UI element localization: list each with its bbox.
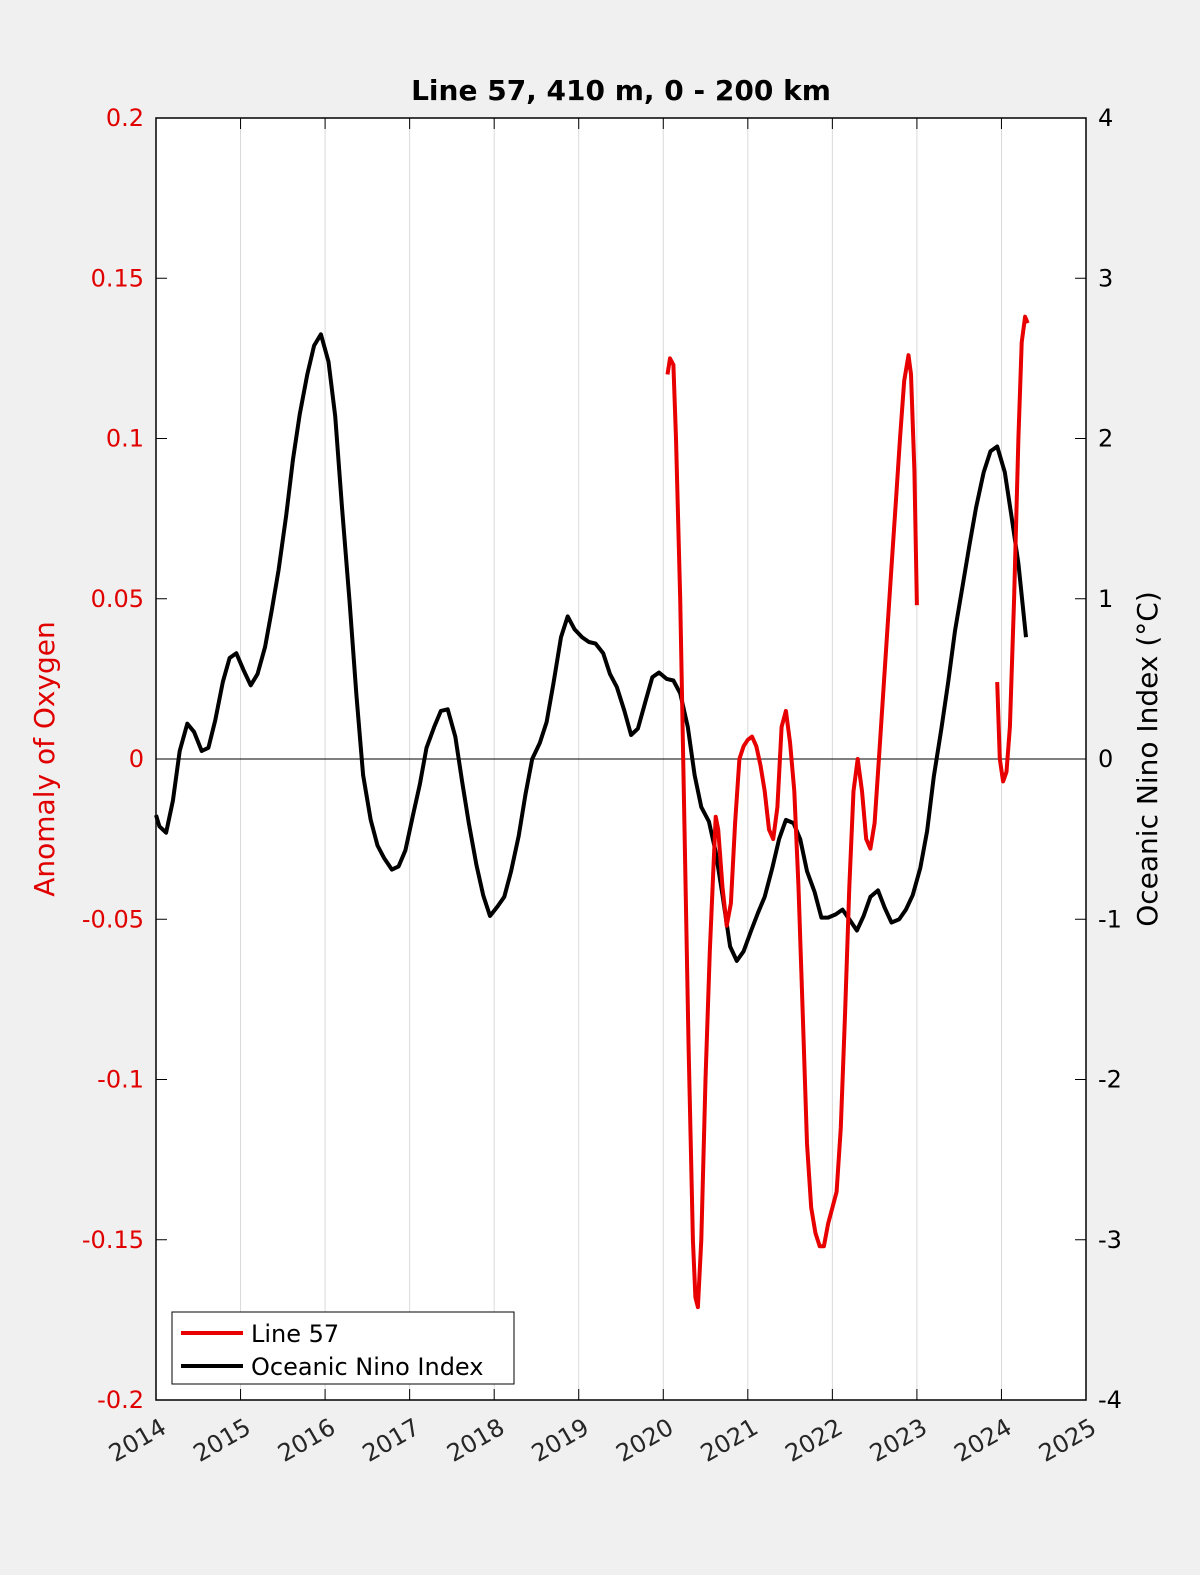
right-y-tick-label: 0 bbox=[1098, 745, 1113, 773]
x-tick-label: 2021 bbox=[696, 1413, 763, 1468]
left-y-tick-label: -0.05 bbox=[82, 905, 144, 933]
left-axis-label: Anomaly of Oxygen bbox=[28, 621, 61, 897]
x-tick-label: 2016 bbox=[273, 1413, 340, 1468]
right-y-tick-label: 3 bbox=[1098, 264, 1113, 292]
x-tick-label: 2017 bbox=[358, 1413, 425, 1468]
x-tick-label: 2024 bbox=[950, 1413, 1017, 1468]
right-y-tick-label: -1 bbox=[1098, 905, 1122, 933]
right-y-tick-label: 2 bbox=[1098, 425, 1113, 453]
left-y-tick-label: 0.1 bbox=[106, 425, 144, 453]
x-tick-label: 2015 bbox=[189, 1413, 256, 1468]
x-tick-label: 2018 bbox=[442, 1413, 509, 1468]
ticks bbox=[155, 117, 1087, 1401]
left-y-tick-label: 0.2 bbox=[106, 104, 144, 132]
series-oceanic-nino-index bbox=[154, 332, 1028, 963]
series-layer bbox=[154, 314, 1030, 1310]
x-tick-label: 2020 bbox=[611, 1413, 678, 1468]
legend: Line 57 Oceanic Nino Index bbox=[171, 1311, 515, 1385]
right-y-tick-label: 4 bbox=[1098, 104, 1113, 132]
right-axis-label: Oceanic Nino Index (°C) bbox=[1131, 591, 1164, 927]
legend-label-oni: Oceanic Nino Index bbox=[251, 1353, 483, 1381]
right-y-tick-label: -2 bbox=[1098, 1066, 1122, 1094]
legend-box bbox=[171, 1311, 515, 1385]
left-y-tick-label: -0.2 bbox=[97, 1386, 144, 1414]
left-y-tick-label: -0.15 bbox=[82, 1226, 144, 1254]
left-y-tick-label: 0 bbox=[129, 745, 144, 773]
right-y-tick-label: -3 bbox=[1098, 1226, 1122, 1254]
left-y-tick-label: 0.05 bbox=[91, 585, 144, 613]
left-y-tick-label: -0.1 bbox=[97, 1066, 144, 1094]
legend-label-line-57: Line 57 bbox=[251, 1320, 339, 1348]
x-tick-label: 2014 bbox=[104, 1413, 171, 1468]
right-y-tick-label: -4 bbox=[1098, 1386, 1122, 1414]
series-line-57 bbox=[995, 314, 1030, 784]
x-tick-label: 2023 bbox=[865, 1413, 932, 1468]
x-tick-label: 2022 bbox=[780, 1413, 847, 1468]
series-line-57 bbox=[665, 353, 919, 1310]
chart-title: Line 57, 410 m, 0 - 200 km bbox=[411, 74, 831, 107]
x-tick-label: 2019 bbox=[527, 1413, 594, 1468]
right-y-tick-label: 1 bbox=[1098, 585, 1113, 613]
left-y-tick-label: 0.15 bbox=[91, 264, 144, 292]
x-tick-label: 2025 bbox=[1034, 1413, 1101, 1468]
